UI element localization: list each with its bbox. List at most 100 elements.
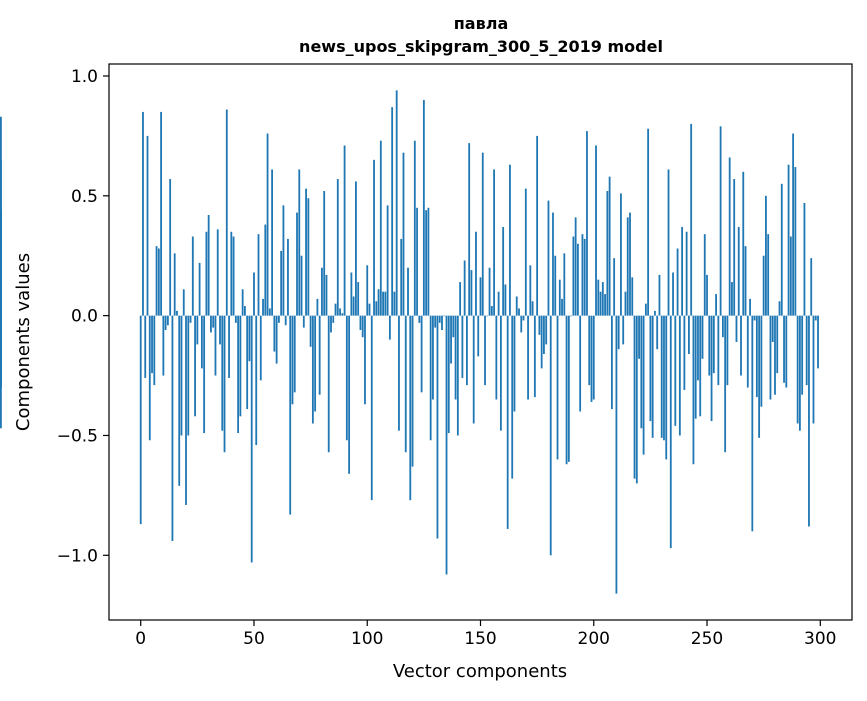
bar xyxy=(746,315,749,388)
bar xyxy=(617,315,620,350)
bar xyxy=(400,238,403,316)
bar xyxy=(472,315,475,424)
bar xyxy=(298,169,301,316)
bar xyxy=(373,159,375,316)
bar xyxy=(291,315,294,405)
bar xyxy=(207,214,210,316)
x-tick-label: 200 xyxy=(578,629,610,649)
bar xyxy=(586,131,588,316)
bar xyxy=(388,315,391,340)
bar xyxy=(547,200,550,316)
bar xyxy=(441,315,443,331)
bar xyxy=(200,315,203,369)
bar xyxy=(620,193,622,316)
bar xyxy=(724,315,727,453)
bar xyxy=(151,315,153,374)
bar xyxy=(665,315,668,460)
bar xyxy=(176,310,178,316)
bar xyxy=(357,282,360,316)
bar xyxy=(697,315,699,381)
bar xyxy=(361,315,364,338)
bar xyxy=(812,315,815,424)
bar xyxy=(692,315,695,465)
bar xyxy=(688,315,690,354)
bar xyxy=(529,265,532,316)
bar xyxy=(139,315,142,525)
bar xyxy=(796,315,799,424)
bar xyxy=(280,250,283,316)
bar xyxy=(615,315,618,594)
bar xyxy=(495,315,498,400)
bar xyxy=(246,315,249,410)
bar xyxy=(595,145,597,316)
bar xyxy=(710,315,713,422)
x-tick-label: 250 xyxy=(691,629,723,649)
bar xyxy=(776,315,779,374)
bar xyxy=(486,315,489,317)
bar xyxy=(196,315,199,345)
bar xyxy=(622,315,625,345)
bar xyxy=(733,179,736,316)
bar xyxy=(416,207,418,316)
bar xyxy=(384,291,387,316)
x-tick-label: 300 xyxy=(804,629,836,649)
bar xyxy=(719,126,722,316)
x-tick-label: 0 xyxy=(135,629,146,649)
bar xyxy=(717,315,720,386)
bar xyxy=(690,123,693,316)
bar xyxy=(583,238,586,316)
bar xyxy=(327,315,330,453)
bar xyxy=(382,291,384,316)
x-tick-label: 50 xyxy=(243,629,265,649)
bar xyxy=(296,212,298,316)
bar xyxy=(432,315,434,400)
y-axis-label: Components values xyxy=(13,253,34,431)
bar xyxy=(624,291,627,316)
bar xyxy=(749,298,751,316)
bar xyxy=(760,315,763,407)
bar xyxy=(572,236,575,316)
bar xyxy=(481,152,484,316)
bar xyxy=(520,315,523,333)
bar xyxy=(511,315,514,479)
bar xyxy=(592,315,595,400)
bar xyxy=(375,301,378,316)
bar xyxy=(613,258,616,316)
bar xyxy=(191,236,194,316)
bar xyxy=(647,128,650,316)
bar xyxy=(604,294,606,316)
bar xyxy=(368,303,371,316)
bar xyxy=(606,191,609,316)
x-axis-label: Vector components xyxy=(393,661,567,682)
bar xyxy=(413,140,416,316)
bar xyxy=(334,303,337,316)
bar xyxy=(239,315,242,417)
bar xyxy=(755,315,758,398)
bar xyxy=(221,315,224,431)
bar xyxy=(434,315,437,328)
bar xyxy=(287,238,289,316)
y-tick-label: 0.0 xyxy=(71,307,98,327)
bar xyxy=(635,315,638,484)
bar xyxy=(706,274,708,316)
bar xyxy=(305,188,307,316)
bar xyxy=(459,282,462,316)
bar xyxy=(225,109,228,316)
bar xyxy=(676,248,679,316)
bar xyxy=(273,315,276,352)
bar xyxy=(300,255,303,316)
bar xyxy=(744,246,747,316)
bar xyxy=(345,315,348,441)
bar xyxy=(359,315,362,331)
bar xyxy=(726,315,729,386)
bar xyxy=(715,294,717,316)
bar xyxy=(409,315,412,501)
bar xyxy=(422,99,425,316)
bar xyxy=(355,181,357,316)
bar xyxy=(289,315,292,515)
bar xyxy=(454,315,457,400)
bar xyxy=(567,315,570,462)
bar xyxy=(561,298,563,316)
y-tick-label: 1.0 xyxy=(71,67,98,87)
